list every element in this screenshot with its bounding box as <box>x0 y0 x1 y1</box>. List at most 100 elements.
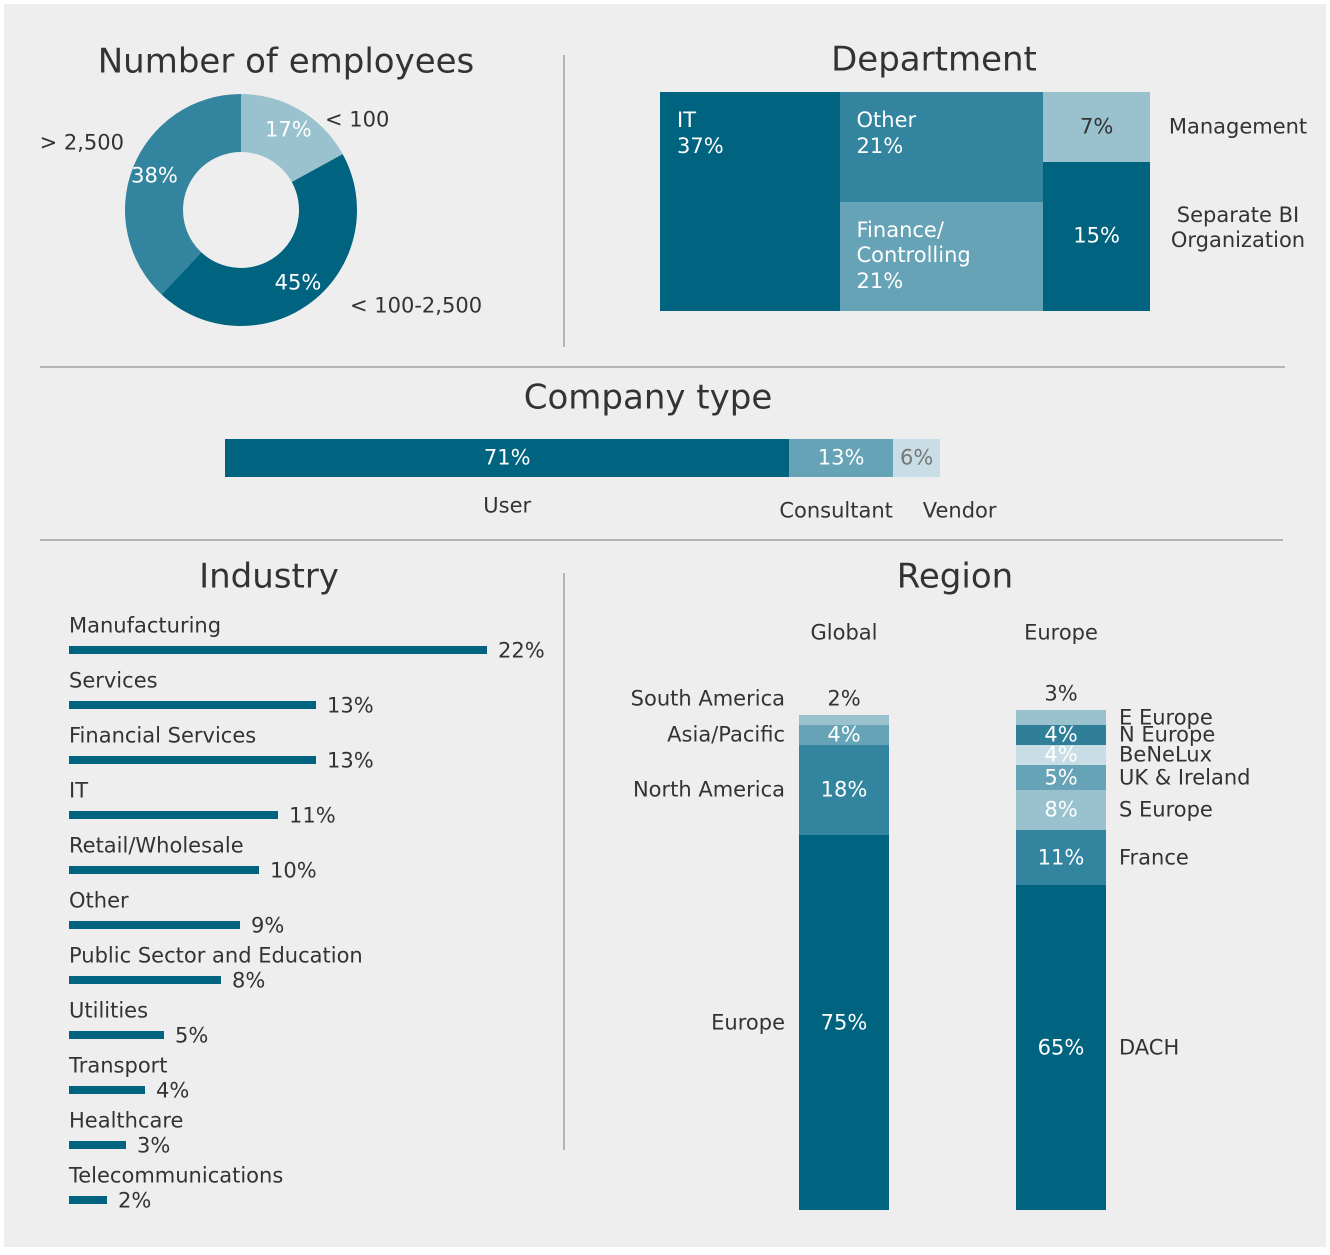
segment-category: BeNeLux <box>1119 742 1213 767</box>
donut-slice <box>161 154 358 327</box>
chart-title: Company type <box>523 377 773 418</box>
bar-segment <box>892 439 941 477</box>
segment-label: 11% <box>1037 844 1085 869</box>
cell-category: Separate BI Organization <box>1170 202 1306 252</box>
divider <box>563 573 565 1150</box>
bar-label: 13% <box>327 748 374 773</box>
bar <box>69 1196 107 1204</box>
bar <box>69 1086 145 1094</box>
segment-category: North America <box>632 777 785 802</box>
segment-category: South America <box>630 686 785 711</box>
bar-label: 5% <box>175 1023 209 1048</box>
column-segment <box>799 745 889 835</box>
cell-label: 21% <box>856 268 904 293</box>
donut-layer <box>125 93 358 327</box>
series-name: Europe <box>1024 620 1098 645</box>
bar-category: Utilities <box>69 998 149 1023</box>
bar-label: 11% <box>289 803 336 828</box>
bar <box>69 1141 126 1149</box>
bar <box>69 976 221 984</box>
column-segment <box>799 835 889 1210</box>
bar-category: Public Sector and Education <box>69 943 363 968</box>
bar <box>69 921 240 929</box>
cell-label: 7% <box>1079 114 1114 139</box>
segment-label: 13% <box>817 445 865 470</box>
treemap-cell <box>1043 92 1150 162</box>
slice-category: < 100 <box>325 107 390 132</box>
bar-category: Financial Services <box>69 723 257 748</box>
bar-segment <box>789 439 893 477</box>
infographic: Number of employees 17% < 100 45% < 100-2,50… <box>4 4 1326 1247</box>
cell-label: 37% <box>677 133 724 158</box>
bar-segment <box>225 439 790 477</box>
slice-label: 17% <box>264 117 312 142</box>
column-segment <box>1016 790 1106 830</box>
column-segment <box>799 715 889 725</box>
divider <box>563 55 565 347</box>
segment-category: Asia/Pacific <box>667 722 785 747</box>
column-segment <box>1016 765 1106 790</box>
bar-category: Healthcare <box>69 1108 184 1133</box>
cell-label: 21% <box>856 133 904 158</box>
divider <box>40 366 1285 368</box>
segment-category: N Europe <box>1119 722 1216 747</box>
bar-category: Telecommunications <box>69 1163 284 1188</box>
bar-category: Manufacturing <box>69 613 222 638</box>
bar-category: Transport <box>69 1053 168 1078</box>
bar-category: IT <box>69 778 89 803</box>
cell-category: Other <box>856 108 917 132</box>
bar-label: 4% <box>156 1078 190 1103</box>
column-segment <box>1016 745 1106 765</box>
slice-category: < 100-2,500 <box>350 293 483 318</box>
segment-label: 75% <box>820 1009 868 1034</box>
cell-category: IT <box>677 108 697 132</box>
segment-label: 4% <box>1044 742 1078 767</box>
bar-label: 10% <box>270 858 317 883</box>
bar-category: Other <box>69 888 129 913</box>
segment-category: DACH <box>1119 1034 1180 1059</box>
treemap-cell <box>660 92 840 311</box>
chart-title: Department <box>831 39 1037 80</box>
segment-label: 71% <box>483 445 531 470</box>
segment-category: UK & Ireland <box>1119 764 1251 789</box>
bar <box>69 646 487 654</box>
bar <box>69 866 259 874</box>
bar-label: 9% <box>251 913 285 938</box>
column-segment <box>1016 830 1106 885</box>
bar-label: 8% <box>232 968 266 993</box>
slice-label: 38% <box>131 163 178 188</box>
treemap-cell <box>839 201 1044 311</box>
segment-category: Vendor <box>922 498 997 523</box>
bar-category: Retail/Wholesale <box>69 833 244 858</box>
segment-label: 4% <box>827 722 861 747</box>
column-segment <box>799 725 889 745</box>
segment-label: 8% <box>1044 797 1078 822</box>
chart-title: Number of employees <box>97 41 475 82</box>
bar-label: 2% <box>118 1188 152 1213</box>
segment-category: Europe <box>711 1009 785 1034</box>
bar <box>69 756 316 764</box>
divider <box>40 539 1283 541</box>
cell-label: 15% <box>1073 223 1120 248</box>
cell-category: Finance/ Controlling <box>856 217 971 267</box>
column-segment <box>1016 725 1106 745</box>
treemap-cell <box>1043 161 1150 311</box>
segment-category: Consultant <box>779 498 893 523</box>
bar <box>69 701 316 709</box>
segment-category: User <box>483 493 532 518</box>
segment-label: 65% <box>1037 1034 1085 1059</box>
bar-label: 3% <box>137 1133 171 1158</box>
treemap-cell <box>839 92 1044 202</box>
bar <box>69 811 278 819</box>
segment-category: S Europe <box>1119 797 1213 822</box>
segment-label: 4% <box>1044 722 1078 747</box>
segment-category: France <box>1119 844 1189 869</box>
segment-label: 5% <box>1044 764 1078 789</box>
segment-label: 18% <box>820 777 868 802</box>
chart-title: Region <box>896 556 1014 597</box>
donut-slice <box>241 94 343 183</box>
segment-label: 3% <box>1044 681 1078 706</box>
segment-label: 6% <box>899 445 934 470</box>
bar <box>69 1031 164 1039</box>
series-name: Global <box>810 620 878 645</box>
